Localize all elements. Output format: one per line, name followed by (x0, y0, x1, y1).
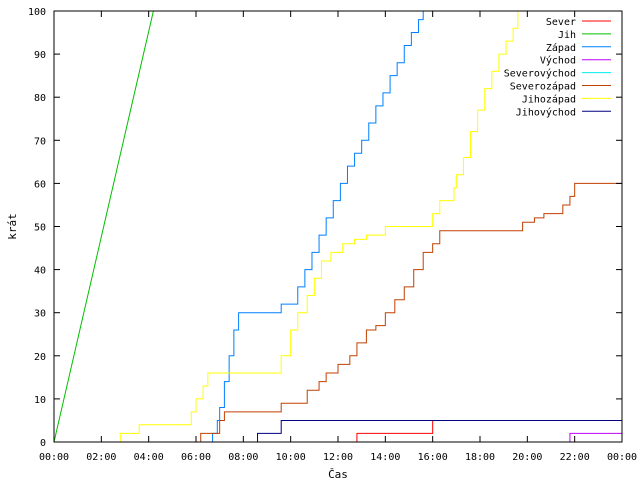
x-tick-label: 12:00 (323, 452, 353, 463)
legend-label: Severozápad (510, 81, 576, 93)
series-line-jih (53, 10, 154, 443)
y-tick-label: 80 (34, 93, 46, 104)
x-tick-label: 06:00 (181, 452, 211, 463)
y-axis-label: krát (6, 213, 19, 240)
series-line-jihozápad (54, 10, 622, 443)
x-axis-label: Čas (328, 468, 348, 480)
x-tick-label: 20:00 (512, 452, 542, 463)
x-tick-label: 16:00 (418, 452, 448, 463)
legend: Sever JihZápadVýchodSeverovýchodSeverozáp… (504, 17, 611, 118)
x-tick-label: 00:00 (607, 452, 637, 463)
legend-label: Sever (546, 17, 576, 28)
x-tick-label: 08:00 (228, 452, 258, 463)
x-tick-label: 04:00 (134, 452, 164, 463)
y-tick-label: 100 (28, 7, 46, 18)
y-tick-label: 0 (40, 438, 46, 449)
x-tick-label: 22:00 (560, 452, 590, 463)
legend-label: Jihovýchod (516, 106, 576, 118)
y-tick-label: 20 (34, 352, 46, 363)
legend-label: Severovýchod (504, 68, 576, 80)
legend-label: Jihozápad (522, 93, 576, 105)
y-tick-label: 10 (34, 395, 46, 406)
y-tick-label: 60 (34, 179, 46, 190)
series-line-západ (54, 10, 622, 443)
x-tick-label: 02:00 (86, 452, 116, 463)
series-line-severozápad (54, 182, 622, 443)
y-tick-label: 50 (34, 223, 46, 234)
x-tick-label: 14:00 (370, 452, 400, 463)
y-tick-label: 90 (34, 50, 46, 61)
legend-label: Západ (546, 42, 576, 54)
x-tick-label: 18:00 (465, 452, 495, 463)
tick-group: 00:00 02:00 04:00 06:00 08:00 10:00 12:00 14:00… (28, 7, 637, 463)
x-tick-label: 00:00 (39, 452, 69, 463)
x-tick-label: 10:00 (276, 452, 306, 463)
y-tick-label: 40 (34, 266, 46, 277)
y-tick-label: 30 (34, 309, 46, 320)
legend-label: Východ (540, 55, 576, 67)
y-tick-label: 70 (34, 136, 46, 147)
legend-label: Jih (558, 30, 576, 41)
